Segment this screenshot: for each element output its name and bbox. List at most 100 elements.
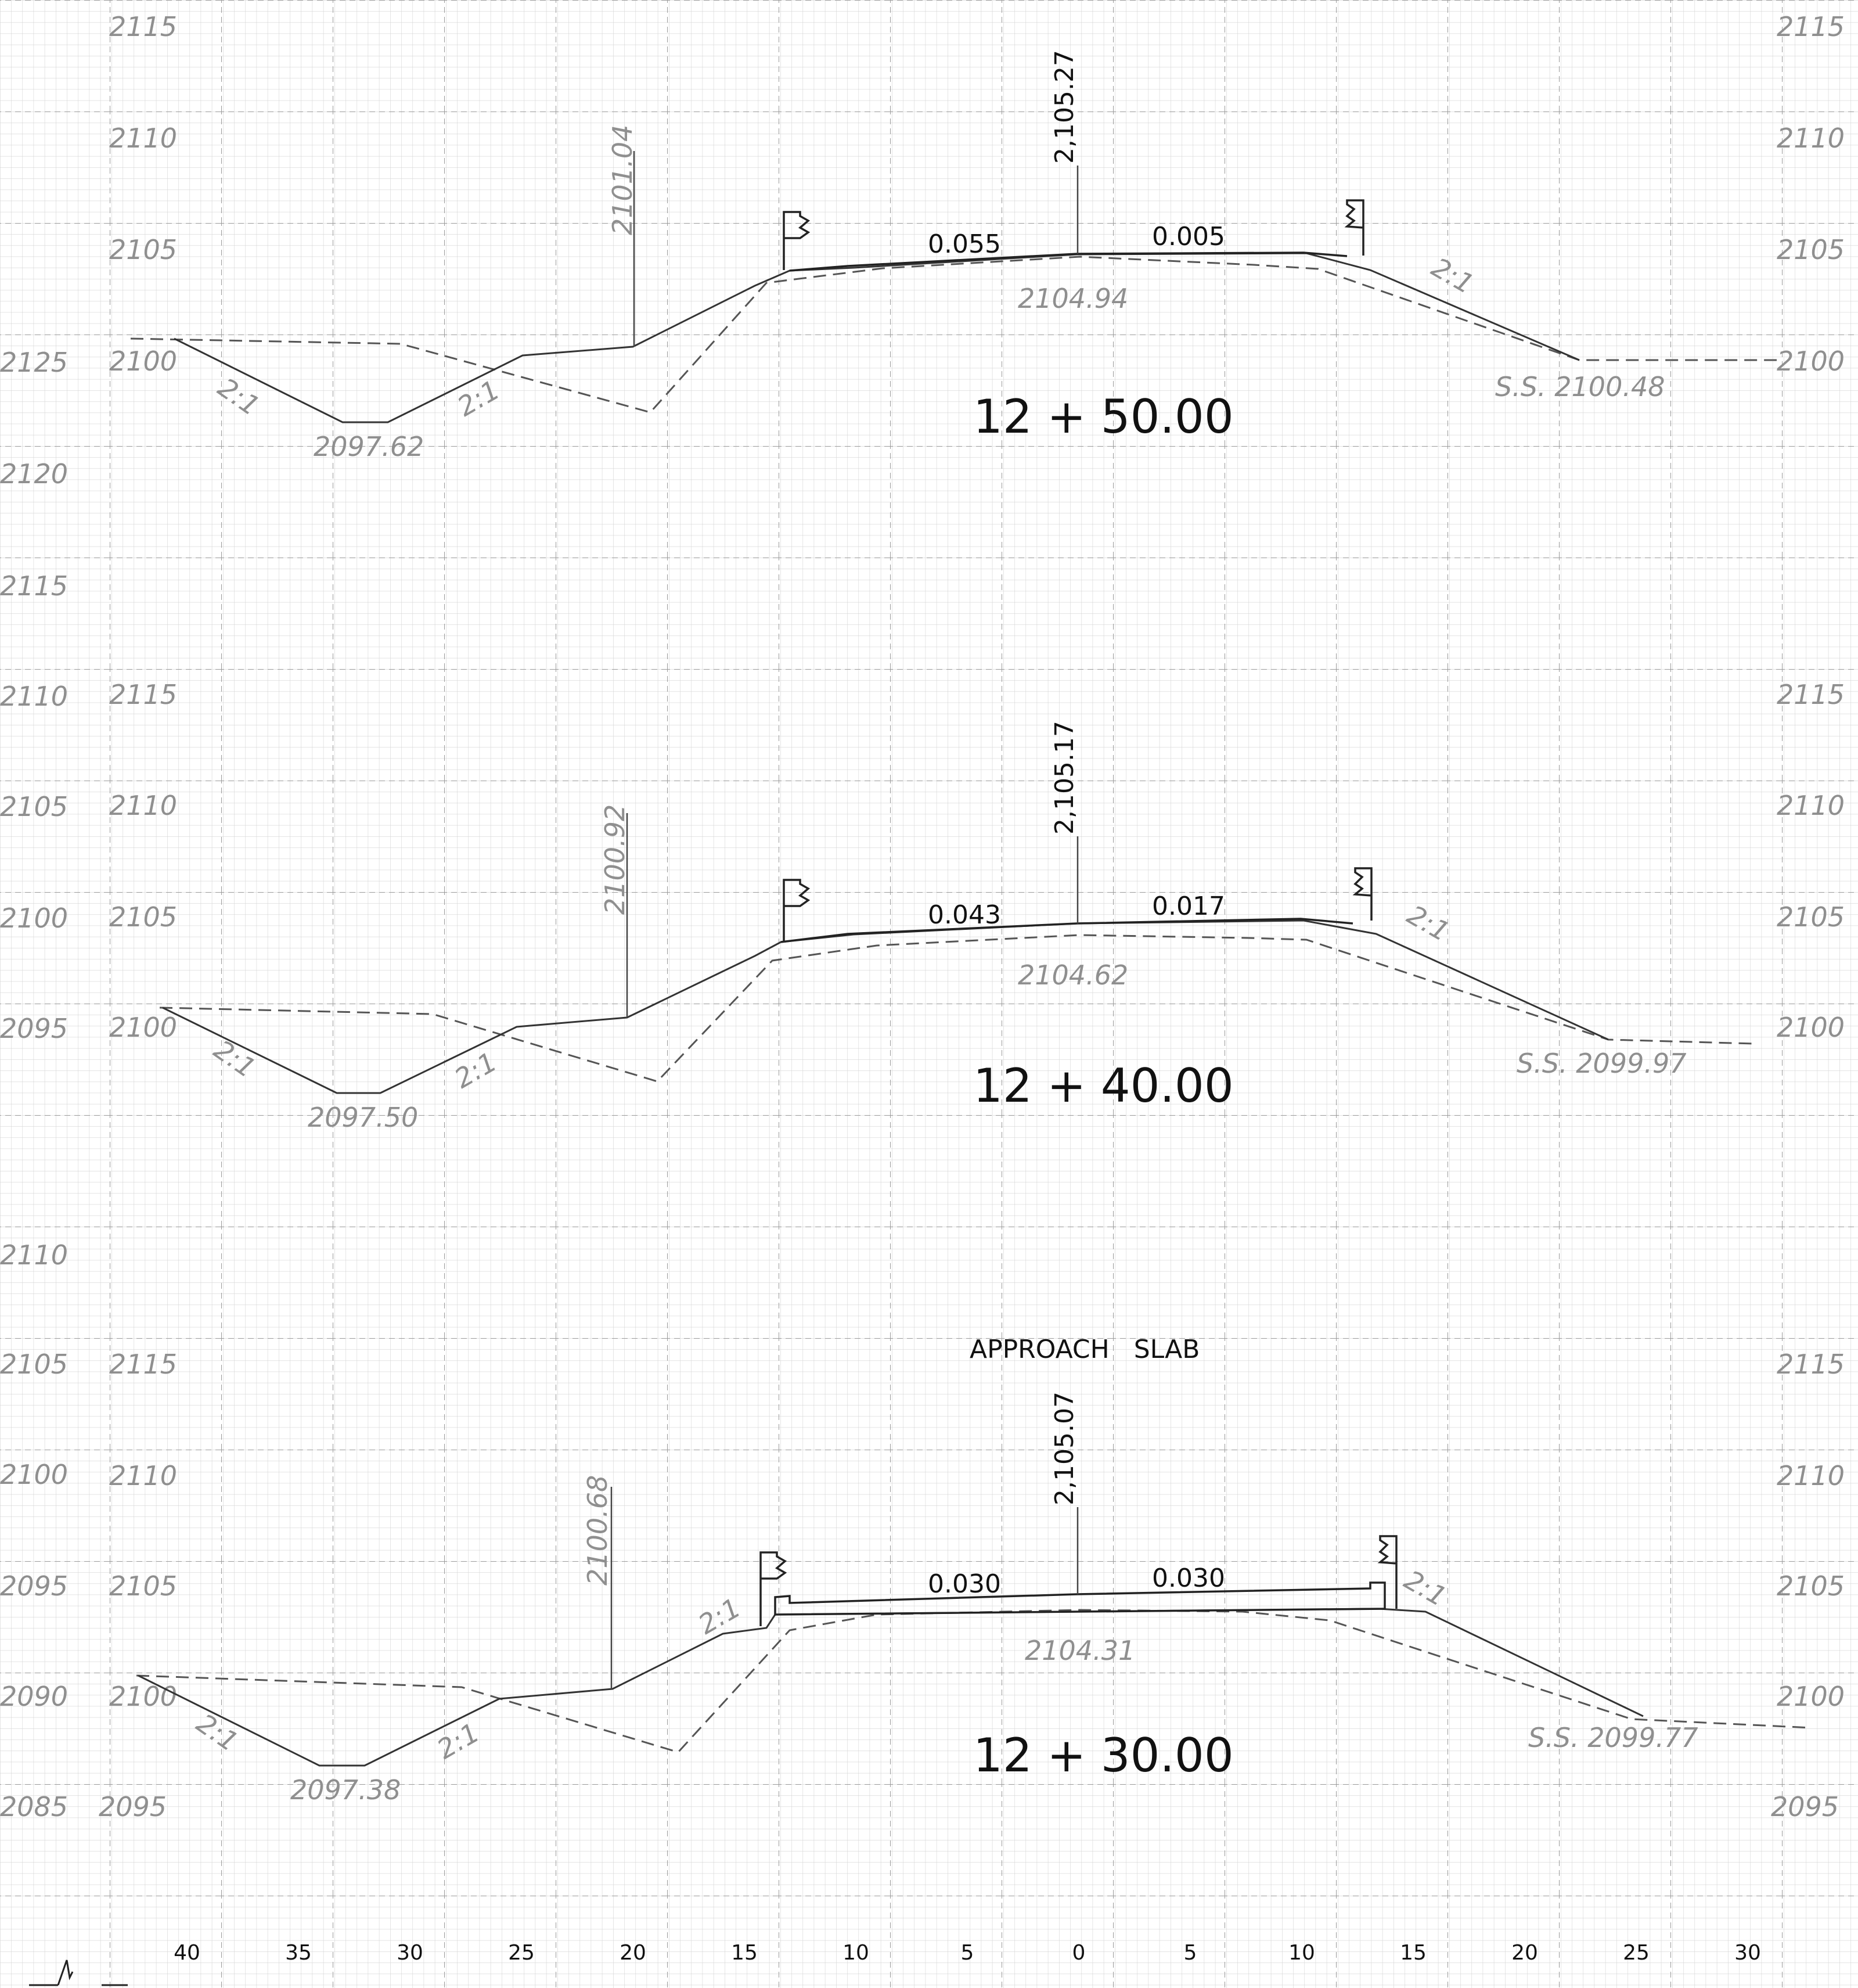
slope-stake: S.S. 2099.97	[1517, 1048, 1687, 1079]
elev-label: 2095	[0, 1013, 68, 1044]
elev-label: 2100	[1777, 1012, 1845, 1043]
slope-stake: S.S. 2099.77	[1528, 1722, 1698, 1753]
centerline-elevation: 2,105.07	[1050, 1392, 1079, 1505]
ditch-elevation: 2097.62	[314, 431, 424, 462]
offset-tick-label: 30	[397, 1941, 423, 1965]
elev-label: 2115	[109, 11, 177, 42]
offset-axis: 40 35 30 25 20 15 10 5 0 5 10 15 20 25 3…	[29, 1941, 1761, 1986]
existing-ground-line	[130, 256, 1777, 414]
offset-tick-label: 25	[1623, 1941, 1650, 1965]
centerline-elevation: 2,105.27	[1050, 50, 1079, 164]
elev-label: 2105	[0, 1349, 68, 1380]
guardrail-left	[783, 879, 811, 941]
offset-tick-label: 5	[1184, 1941, 1197, 1965]
left-slope: 0.030	[928, 1569, 1001, 1599]
offset-tick-label: 10	[842, 1941, 869, 1965]
axis-break-symbol	[29, 1960, 128, 1986]
elev-label: 2110	[1777, 790, 1845, 821]
ditch-elevation: 2097.38	[290, 1774, 401, 1806]
elev-label: 2120	[0, 458, 68, 490]
elev-label: 2095	[1771, 1791, 1839, 1822]
offset-tick-label: 40	[174, 1941, 200, 1965]
elev-label: 2100	[109, 346, 177, 377]
centerline-elevation: 2,105.17	[1050, 721, 1079, 835]
hinge-elevation: 2100.68	[582, 1475, 613, 1586]
guardrail-left	[759, 1551, 787, 1626]
guardrail-right	[1352, 867, 1373, 921]
subgrade-elevation: 2104.62	[1018, 959, 1128, 991]
offset-tick-label: 35	[285, 1941, 312, 1965]
elev-label: 2110	[109, 790, 177, 821]
ditch-elevation: 2097.50	[308, 1102, 418, 1133]
elev-label: 2100	[109, 1012, 177, 1043]
station-label: 12 + 30.00	[973, 1728, 1234, 1782]
offset-tick-label: 15	[731, 1941, 758, 1965]
station-label: 12 + 40.00	[973, 1059, 1234, 1113]
left-slope: 0.043	[928, 900, 1001, 930]
elev-label: 2100	[109, 1681, 177, 1712]
elev-label: 2125	[0, 347, 68, 378]
elev-label: 2100	[0, 903, 68, 934]
elev-label: 2115	[1777, 679, 1845, 710]
design-template-line	[174, 252, 1580, 423]
hinge-elevation: 2101.04	[607, 125, 638, 235]
offset-tick-label: 5	[961, 1941, 974, 1965]
elev-label: 2100	[0, 1459, 68, 1490]
elev-label: 2100	[1777, 346, 1845, 377]
elev-label: 2110	[109, 1460, 177, 1491]
elev-label: 2095	[99, 1791, 167, 1822]
elev-label: 2085	[0, 1791, 68, 1822]
existing-ground-line	[136, 1609, 1812, 1753]
elev-label: 2105	[1777, 1570, 1845, 1602]
offset-tick-label: 20	[620, 1941, 646, 1965]
subgrade-elevation: 2104.94	[1018, 283, 1128, 314]
approach-slab-note: APPROACH SLAB	[970, 1335, 1200, 1364]
elev-label: 2115	[109, 679, 177, 710]
elev-label: 2100	[1777, 1681, 1845, 1712]
offset-tick-label: 20	[1511, 1941, 1538, 1965]
elev-label: 2095	[0, 1570, 68, 1602]
elev-label: 2115	[1777, 1349, 1845, 1380]
design-template-line	[138, 1608, 1644, 1767]
elev-label: 2110	[0, 1239, 68, 1271]
elev-label: 2110	[109, 123, 177, 154]
elevation-labels-right: 2115 2110 2105 2100 2115 2110 2105 2100 …	[1771, 11, 1845, 1822]
elev-label: 2105	[109, 901, 177, 933]
subgrade-elevation: 2104.31	[1025, 1635, 1135, 1666]
elevation-labels-left-inner: 2115 2110 2105 2100 2115 2110 2105 2100 …	[99, 11, 177, 1822]
guardrail-left	[783, 211, 811, 270]
elev-label: 2105	[109, 234, 177, 265]
elev-label: 2115	[1777, 11, 1845, 42]
guardrail-right	[1344, 199, 1364, 256]
right-slope: 0.005	[1152, 222, 1225, 251]
elev-label: 2105	[109, 1570, 177, 1602]
slope-stake: S.S. 2100.48	[1495, 371, 1665, 402]
hinge-elevation: 2100.92	[599, 804, 631, 915]
offset-tick-label: 10	[1288, 1941, 1315, 1965]
elev-label: 2105	[1777, 234, 1845, 265]
section-12-30: APPROACH SLAB 2,105.07 0.030 0.030 2104.…	[136, 1335, 1812, 1806]
existing-ground-line	[159, 934, 1754, 1083]
elevation-labels-left-outer: 2125 2120 2115 2110 2105 2100 2095 2110 …	[0, 347, 68, 1822]
station-label: 12 + 50.00	[973, 390, 1234, 444]
offset-tick-label: 15	[1400, 1941, 1427, 1965]
design-template-line	[162, 919, 1609, 1094]
elev-label: 2115	[0, 570, 68, 602]
offset-tick-label: 30	[1734, 1941, 1761, 1965]
offset-tick-label: 0	[1072, 1941, 1086, 1965]
elev-label: 2090	[0, 1681, 68, 1712]
elev-label: 2110	[1777, 1460, 1845, 1491]
left-slope: 0.055	[928, 229, 1001, 259]
offset-tick-label: 25	[508, 1941, 535, 1965]
right-slope: 0.030	[1152, 1563, 1225, 1593]
elev-label: 2105	[0, 791, 68, 822]
guardrail-right	[1377, 1535, 1398, 1609]
elev-label: 2110	[1777, 123, 1845, 154]
approach-slab	[774, 1581, 1386, 1616]
elev-label: 2115	[109, 1349, 177, 1380]
right-slope: 0.017	[1152, 891, 1225, 921]
elev-label: 2110	[0, 681, 68, 712]
elev-label: 2105	[1777, 901, 1845, 933]
